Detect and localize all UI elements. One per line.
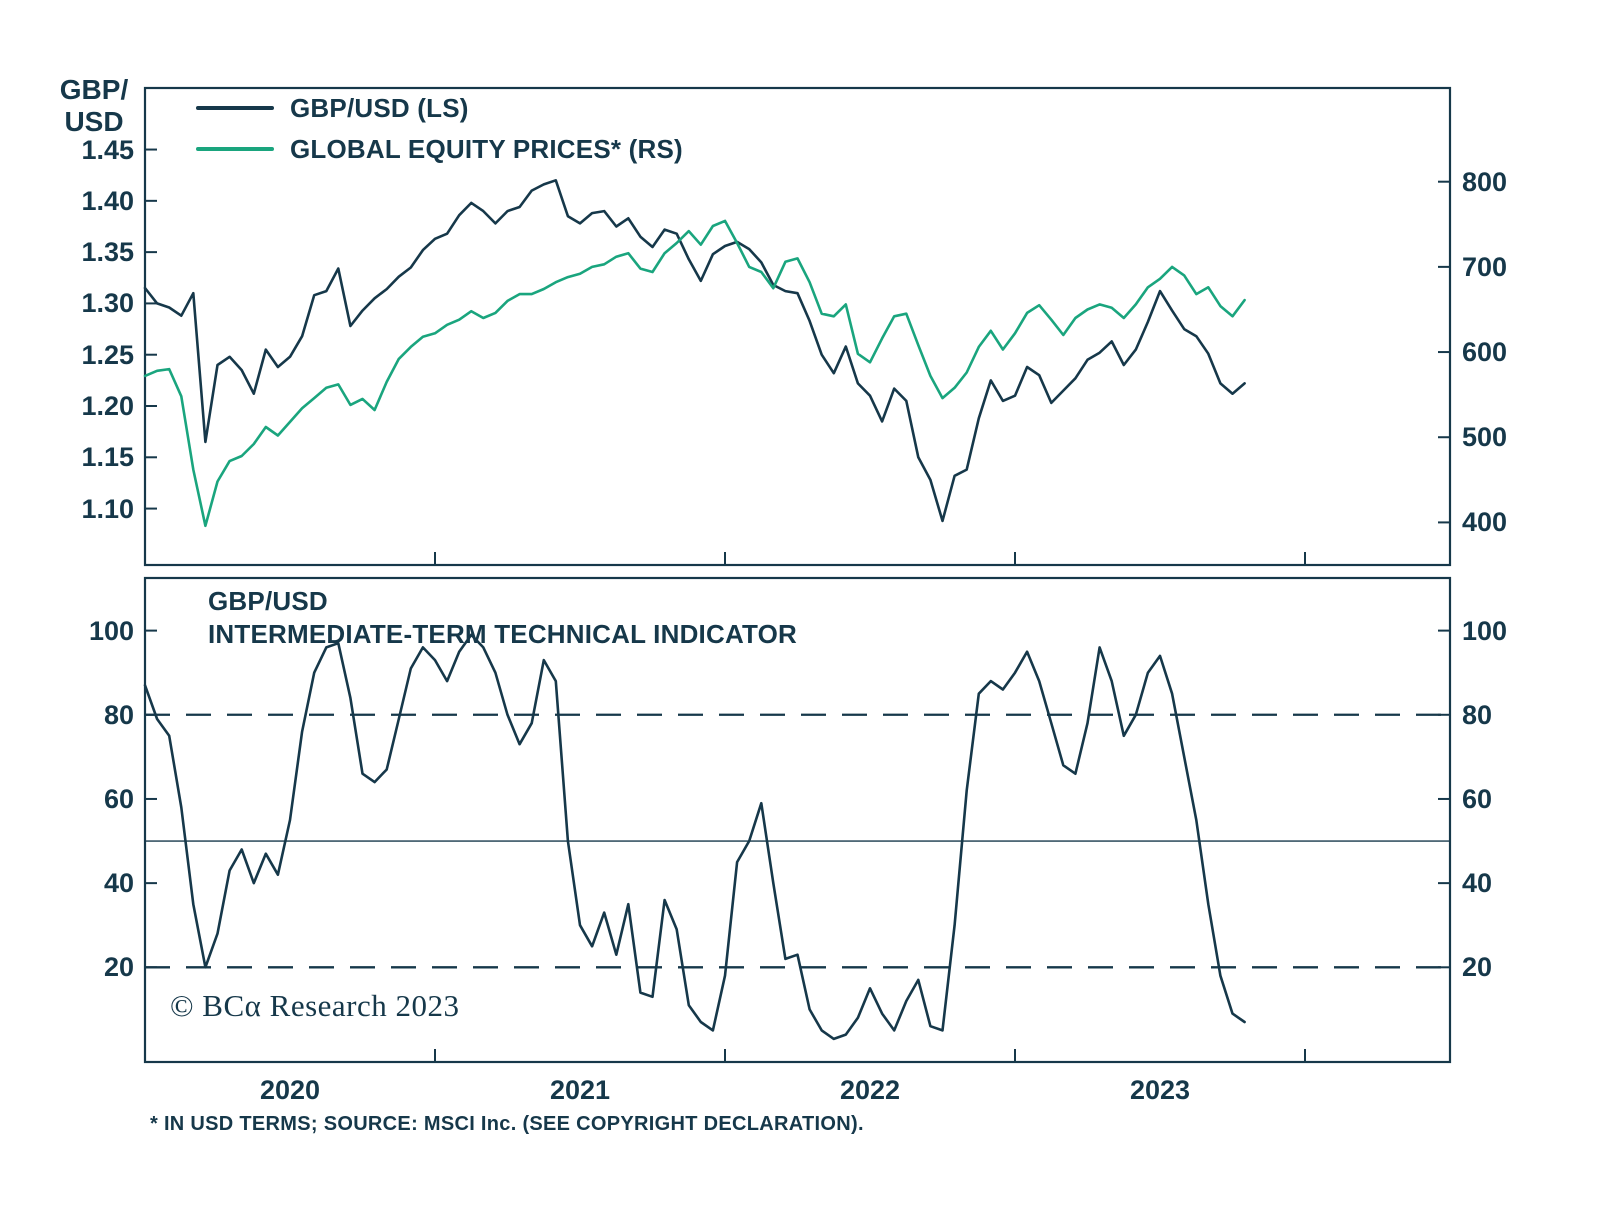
legend: GBP/USD (LS) GLOBAL EQUITY PRICES* (RS)	[196, 92, 683, 174]
legend-label-equity: GLOBAL EQUITY PRICES* (RS)	[290, 133, 683, 164]
gbpusd-line-swatch	[196, 106, 274, 110]
indicator-title-line1: GBP/USD	[208, 586, 328, 616]
left-axis-title: GBP/ USD	[48, 74, 140, 138]
indicator-title-line2: INTERMEDIATE-TERM TECHNICAL INDICATOR	[208, 619, 798, 649]
indicator-title: GBP/USD INTERMEDIATE-TERM TECHNICAL INDI…	[208, 585, 797, 651]
left-axis-title-line1: GBP/	[59, 74, 129, 105]
copyright-text: © BCα Research 2023	[170, 988, 460, 1023]
legend-label-gbpusd: GBP/USD (LS)	[290, 92, 469, 123]
legend-item-gbpusd: GBP/USD (LS)	[196, 92, 683, 124]
source-footnote: * IN USD TERMS; SOURCE: MSCI Inc. (SEE C…	[150, 1113, 864, 1135]
legend-item-equity: GLOBAL EQUITY PRICES* (RS)	[196, 133, 683, 165]
left-axis-title-line2: USD	[64, 106, 124, 137]
equity-line-swatch	[196, 147, 274, 151]
